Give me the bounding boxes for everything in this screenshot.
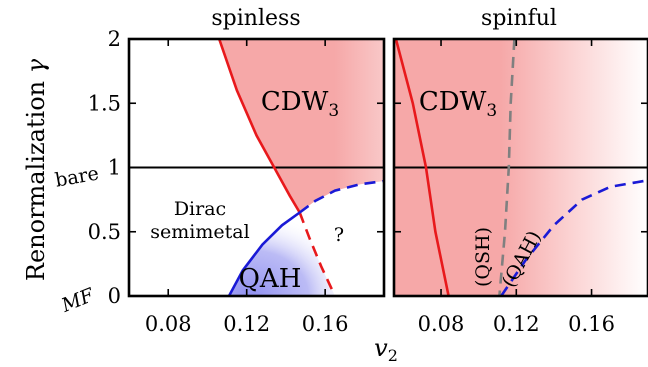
series-line-0-1 bbox=[298, 212, 337, 296]
x-tick-label: 0.08 bbox=[418, 312, 465, 336]
title-spinful: spinful bbox=[481, 6, 557, 31]
x-tick-label: 0.12 bbox=[493, 312, 540, 336]
region-label-semimetal: semimetal bbox=[150, 221, 249, 243]
title-spinless: spinless bbox=[211, 6, 300, 31]
series-line-0-2 bbox=[227, 211, 301, 296]
y-tick-label: 2 bbox=[108, 27, 121, 51]
cdw3-region-spinless bbox=[219, 39, 384, 213]
y-tick-label: 1 bbox=[108, 156, 121, 180]
region-label-unknown: ? bbox=[334, 224, 344, 246]
region-label-qah-spinless: QAH bbox=[239, 264, 302, 294]
series-line-0-0 bbox=[217, 39, 301, 214]
y-axis-labels: 0 0.5 1 1.5 2 Renormalization γ bare MF bbox=[22, 27, 121, 317]
region-label-cdw3-spinful: CDW3 bbox=[419, 87, 497, 121]
series-line-1-2 bbox=[500, 179, 648, 296]
x-tick-label: 0.16 bbox=[302, 312, 349, 336]
x-axis-title: v2 bbox=[374, 334, 398, 365]
region-label-qsh: (QSH) bbox=[472, 227, 494, 287]
series-line-1-0 bbox=[394, 39, 450, 296]
qah-region-spinless bbox=[229, 212, 335, 296]
y-tick-label: 0.5 bbox=[88, 220, 121, 244]
y-tick-label: 1.5 bbox=[88, 91, 121, 115]
series-line-0-3 bbox=[298, 179, 384, 214]
region-label-cdw3-spinless: CDW3 bbox=[261, 87, 339, 121]
y-tick-label: 0 bbox=[108, 284, 121, 308]
y-tick-annotation-mf: MF bbox=[58, 284, 98, 317]
panel-spinful: 0.08 0.12 0.16 spinful CDW3 (QSH) (QAH) bbox=[392, 6, 648, 336]
y-tick-annotation-bare: bare bbox=[53, 162, 100, 191]
y-axis-title: Renormalization γ bbox=[22, 58, 50, 281]
x-tick-label: 0.12 bbox=[223, 312, 270, 336]
series-line-1-1 bbox=[498, 39, 516, 296]
x-tick-label: 0.16 bbox=[568, 312, 615, 336]
x-tick-label: 0.08 bbox=[145, 312, 192, 336]
panel-spinless: 0.08 0.12 0.16 spinless CDW3 QAH Dirac sem… bbox=[127, 6, 386, 336]
region-label-dirac: Dirac bbox=[174, 198, 226, 220]
